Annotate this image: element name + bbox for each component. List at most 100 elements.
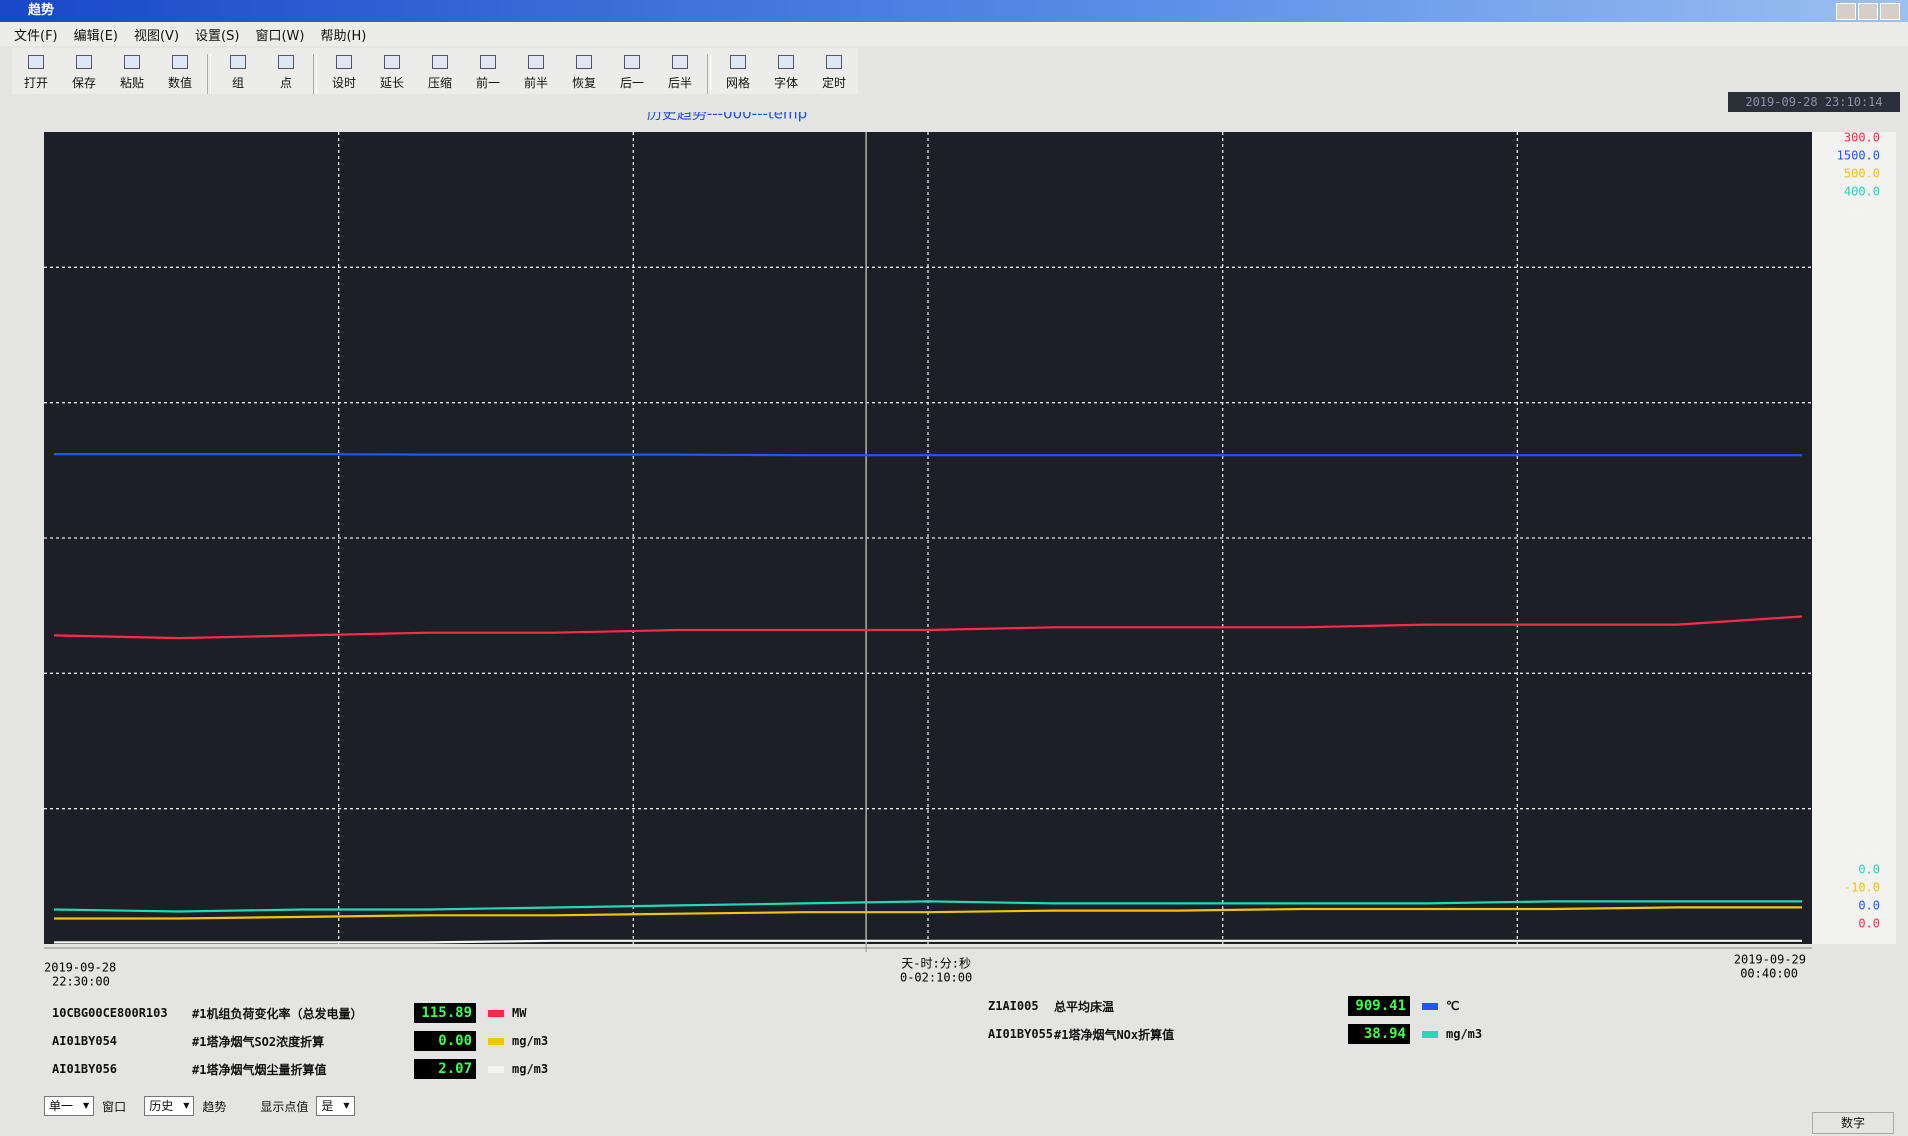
menu-item[interactable]: 视图(V) [134, 25, 179, 44]
legend-readout: 115.89MW [414, 1002, 526, 1024]
legend-name: #1塔净烟气烟尘量折算值 [192, 1058, 326, 1080]
toolbar-button[interactable]: 定时 [810, 50, 858, 94]
source: 历史 [149, 1097, 173, 1115]
status-panel: 数字 [1812, 1112, 1894, 1134]
trend-chart: 历史趋势---000---temp 300.00.01500.00.0500.0… [0, 112, 1908, 1000]
show-values-combo[interactable]: 是▼ [316, 1096, 354, 1116]
scale-top-label: 300.0 [1844, 131, 1880, 145]
scale-bottom-label: 0.0 [1858, 917, 1880, 931]
legend-swatch [488, 1066, 504, 1073]
tool-label: 网格 [726, 74, 750, 91]
legend-readout: 2.07 mg/m3 [414, 1058, 548, 1080]
menu-bar: 文件(F) 编辑(E) 视图(V) 设置(S) 窗口(W) 帮助(H) [0, 22, 1908, 46]
span-caption: 天-时:分:秒 [901, 957, 971, 971]
tool-label: 后一 [620, 74, 644, 91]
legend-name: 总平均床温 [1054, 995, 1114, 1017]
mode: 单一 [49, 1097, 73, 1115]
span-value: 0-02:10:00 [900, 971, 972, 985]
window-title: 趋势 [28, 3, 54, 18]
menu-item[interactable]: 设置(S) [195, 25, 239, 44]
toolbar-button[interactable]: 延长 [368, 50, 416, 94]
maximize-button[interactable] [1858, 3, 1878, 20]
tool-icon [336, 55, 352, 69]
scale-bottom-label: 0.0 [1858, 845, 1880, 859]
legend-unit: mg/m3 [1446, 1027, 1482, 1041]
legend-readout: 38.94 mg/m3 [1348, 1023, 1482, 1045]
tool-label: 设时 [332, 74, 356, 91]
toolbar-separator [313, 54, 317, 94]
toolbar-button[interactable]: 数值 [156, 50, 204, 94]
menu-item[interactable]: 文件(F) [14, 25, 58, 44]
tool-icon [432, 55, 448, 69]
toolbar-button[interactable]: 后一 [608, 50, 656, 94]
x-start-date: 2019-09-28 [44, 961, 116, 975]
toolbar-button[interactable]: 组 [214, 50, 262, 94]
menu-item[interactable]: 帮助(H) [320, 25, 366, 44]
scale-top-label: 400.0 [1844, 185, 1880, 199]
tool-label: 前一 [476, 74, 500, 91]
scale-top-label: 500.0 [1844, 167, 1880, 181]
tool-icon [730, 55, 746, 69]
title-bar: 趋势 [0, 0, 1908, 22]
mode-combo[interactable]: 单一▼ [44, 1096, 94, 1116]
tool-label: 数值 [168, 74, 192, 91]
tool-label: 恢复 [572, 74, 596, 91]
legend-tag: 10CBG00CE800R103 [52, 1002, 168, 1024]
toolbar-button[interactable]: 字体 [762, 50, 810, 94]
legend-value: 115.89 [414, 1003, 476, 1023]
source-label: 趋势 [202, 1098, 226, 1115]
mode-label: 窗口 [102, 1098, 126, 1115]
x-end-date: 2019-09-29 [1734, 953, 1806, 967]
legend-value: 0.00 [414, 1031, 476, 1051]
tool-icon [230, 55, 246, 69]
toolbar-button[interactable]: 前半 [512, 50, 560, 94]
legend-tag: AI01BY055 [988, 1023, 1053, 1045]
tool-label: 字体 [774, 74, 798, 91]
toolbar-button[interactable]: 网格 [714, 50, 762, 94]
menu-item[interactable]: 编辑(E) [74, 25, 118, 44]
tool-icon [576, 55, 592, 69]
legend-value: 38.94 [1348, 1024, 1410, 1044]
toolbar-button[interactable]: 粘贴 [108, 50, 156, 94]
legend-value: 909.41 [1348, 996, 1410, 1016]
tool-icon [624, 55, 640, 69]
legend-name: #1机组负荷变化率（总发电量） [192, 1002, 362, 1024]
toolbar-button[interactable]: 打开 [12, 50, 60, 94]
legend-unit: mg/m3 [512, 1062, 548, 1076]
scale-panel [1812, 132, 1896, 944]
scale-top-label: 500.0 [1844, 203, 1880, 217]
legend-unit: ℃ [1446, 999, 1459, 1013]
tool-label: 压缩 [428, 74, 452, 91]
tool-label: 打开 [24, 74, 48, 91]
tool-label: 粘贴 [120, 74, 144, 91]
minimize-button[interactable] [1836, 3, 1856, 20]
tool-label: 后半 [668, 74, 692, 91]
show-values-label: 显示点值 [260, 1098, 308, 1115]
toolbar-button[interactable]: 设时 [320, 50, 368, 94]
scale-bottom-label: -10.0 [1844, 881, 1880, 895]
tool-icon [826, 55, 842, 69]
legend-swatch [488, 1038, 504, 1045]
legend-swatch [488, 1010, 504, 1017]
toolbar-button[interactable]: 后半 [656, 50, 704, 94]
tool-label: 保存 [72, 74, 96, 91]
legend-name: #1塔净烟气SO2浓度折算 [192, 1030, 324, 1052]
legend-value: 2.07 [414, 1059, 476, 1079]
source-combo[interactable]: 历史▼ [144, 1096, 194, 1116]
toolbar-button[interactable]: 点 [262, 50, 310, 94]
legend-name: #1塔净烟气NOx折算值 [1054, 1023, 1174, 1045]
toolbar-button[interactable]: 压缩 [416, 50, 464, 94]
chart-title: 历史趋势---000---temp [647, 112, 807, 123]
toolbar-button[interactable]: 保存 [60, 50, 108, 94]
legend-swatch [1422, 1031, 1438, 1038]
legend-tag: AI01BY054 [52, 1030, 117, 1052]
tool-icon [384, 55, 400, 69]
x-start-time: 22:30:00 [52, 975, 110, 989]
legend-unit: mg/m3 [512, 1034, 548, 1048]
legend-swatch [1422, 1003, 1438, 1010]
toolbar-button[interactable]: 恢复 [560, 50, 608, 94]
menu-item[interactable]: 窗口(W) [255, 25, 304, 44]
toolbar: 打开 保存 粘贴 数值 组点设时延长压缩 前一前半恢复 后一 后半 网格 字体定时 [12, 48, 858, 94]
toolbar-button[interactable]: 前一 [464, 50, 512, 94]
close-button[interactable] [1880, 3, 1900, 20]
